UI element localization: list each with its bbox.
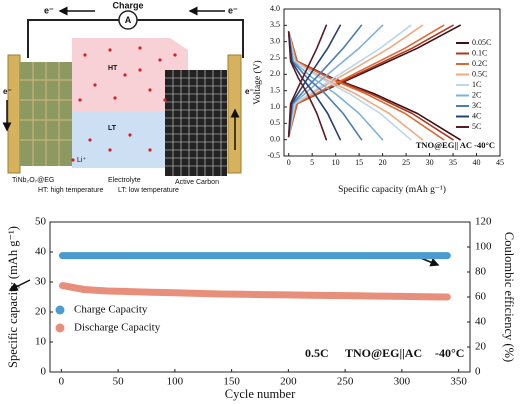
region-label: LT <box>108 125 117 132</box>
y-axis-label: Voltage (V) <box>252 60 263 104</box>
series-line <box>287 24 445 141</box>
ion-label: Li⁺ <box>77 157 86 164</box>
y-tick-label: 20 <box>35 306 47 318</box>
legend-label: Discharge Capacity <box>74 322 161 334</box>
y-tick-label: 50 <box>35 216 47 228</box>
component-label: TiNb₂O₇@EG <box>12 177 54 184</box>
series-line <box>287 24 363 141</box>
series-line <box>287 24 461 141</box>
x-tick-label: 300 <box>394 375 411 387</box>
arrow <box>8 279 31 291</box>
ion-key <box>71 158 75 162</box>
series-line <box>287 24 328 141</box>
legend-label: 1C <box>472 80 481 89</box>
crystal-lattice <box>20 62 72 166</box>
legend-label: 0.2C <box>472 59 487 68</box>
legend-swatch <box>55 323 65 333</box>
component-label: Electrolyte <box>108 177 141 184</box>
active-carbon <box>165 70 227 176</box>
x-tick-label: 30 <box>426 158 434 167</box>
x-tick-label: 150 <box>223 375 240 387</box>
y2-tick-label: 20 <box>475 341 487 353</box>
electron-label: e⁻ <box>245 87 254 96</box>
legend-label: 0.5C <box>472 69 487 78</box>
legend-label: Charge Capacity <box>74 304 148 316</box>
y-tick-label: 0.0 <box>270 134 280 143</box>
x-tick-label: 50 <box>113 375 125 387</box>
legend-label: 0.05C <box>472 38 491 47</box>
y2-axis-label: Coulombic efficiency (%) <box>502 232 516 362</box>
series-line <box>59 282 451 301</box>
y-tick-label: 0 <box>41 366 47 378</box>
legend-label: 0.1C <box>472 48 487 57</box>
annotation: TNO@EG||AC <box>345 346 422 360</box>
y-axis-label: Specific capacity (mAh g⁻¹) <box>6 226 20 368</box>
legend-label: 2C <box>472 90 481 99</box>
annotation: 0.5C <box>305 346 329 360</box>
x-tick-label: 35 <box>449 158 457 167</box>
y2-tick-label: 60 <box>475 291 487 303</box>
y-tick-label: 3.0 <box>270 36 280 45</box>
key-label: LT: low temperature <box>118 187 179 194</box>
y2-tick-label: 0 <box>475 366 481 378</box>
x-tick-label: 25 <box>402 158 410 167</box>
ht-region <box>72 38 188 112</box>
current-collector <box>7 54 21 174</box>
y-tick-label: 1.0 <box>270 102 280 111</box>
x-tick-label: 250 <box>337 375 354 387</box>
y-tick-label: 10 <box>35 336 47 348</box>
y-tick-label: 0.5 <box>270 118 280 127</box>
x-tick-label: 100 <box>167 375 184 387</box>
electron-label: e⁻ <box>44 5 54 15</box>
y-tick-label: 1.5 <box>270 85 280 94</box>
y-tick-label: 4.0 <box>270 4 280 13</box>
lt-region <box>72 112 188 168</box>
annotation: TNO@EG|| AC -40°C <box>416 140 495 150</box>
region-label: HT <box>108 65 118 72</box>
y2-tick-label: 40 <box>475 316 487 328</box>
charge-label: Charge <box>112 0 143 10</box>
x-axis-label: Cycle number <box>225 387 296 401</box>
x-tick-label: 40 <box>473 158 481 167</box>
y2-tick-label: 100 <box>475 241 492 253</box>
legend-swatch <box>55 305 65 315</box>
x-tick-label: 15 <box>355 158 363 167</box>
series-line <box>287 24 412 141</box>
schematic: A Charge e⁻ e⁻ HT LT e⁻ e⁻ Li⁺ TiNb₂O₇@E… <box>2 0 254 194</box>
component-label: Active Carbon <box>175 179 219 186</box>
carbon-mesh <box>165 70 227 176</box>
electron-label: e⁻ <box>3 87 12 96</box>
y-tick-label: 3.5 <box>270 20 280 29</box>
li-ions <box>78 46 177 152</box>
x-tick-label: 45 <box>496 158 504 167</box>
y-tick-label: 2.0 <box>270 69 280 78</box>
legend-label: 4C <box>472 111 481 120</box>
x-tick-label: 5 <box>310 158 314 167</box>
ammeter <box>118 10 138 30</box>
y-tick-label: -0.5 <box>267 151 280 160</box>
y2-tick-label: 120 <box>475 216 492 228</box>
key-label: HT: high temperature <box>38 187 103 194</box>
x-axis-label: Specific capacity (mAh g⁻¹) <box>338 184 446 195</box>
x-tick-label: 200 <box>280 375 297 387</box>
x-tick-label: 0 <box>59 375 65 387</box>
x-tick-label: 0 <box>287 158 291 167</box>
legend-label: 3C <box>472 101 481 110</box>
y-tick-label: 30 <box>35 276 47 288</box>
legend-label: 5C <box>472 122 481 131</box>
y-tick-label: 2.5 <box>270 53 280 62</box>
x-tick-label: 350 <box>450 375 467 387</box>
y-tick-label: 40 <box>35 246 47 258</box>
x-tick-label: 10 <box>332 158 340 167</box>
y2-tick-label: 80 <box>475 266 487 278</box>
ammeter-label: A <box>125 15 132 25</box>
series-line <box>287 24 424 141</box>
electron-label: e⁻ <box>228 5 238 15</box>
plot-frame <box>283 8 501 157</box>
x-tick-label: 20 <box>379 158 387 167</box>
annotation: -40°C <box>435 346 464 360</box>
